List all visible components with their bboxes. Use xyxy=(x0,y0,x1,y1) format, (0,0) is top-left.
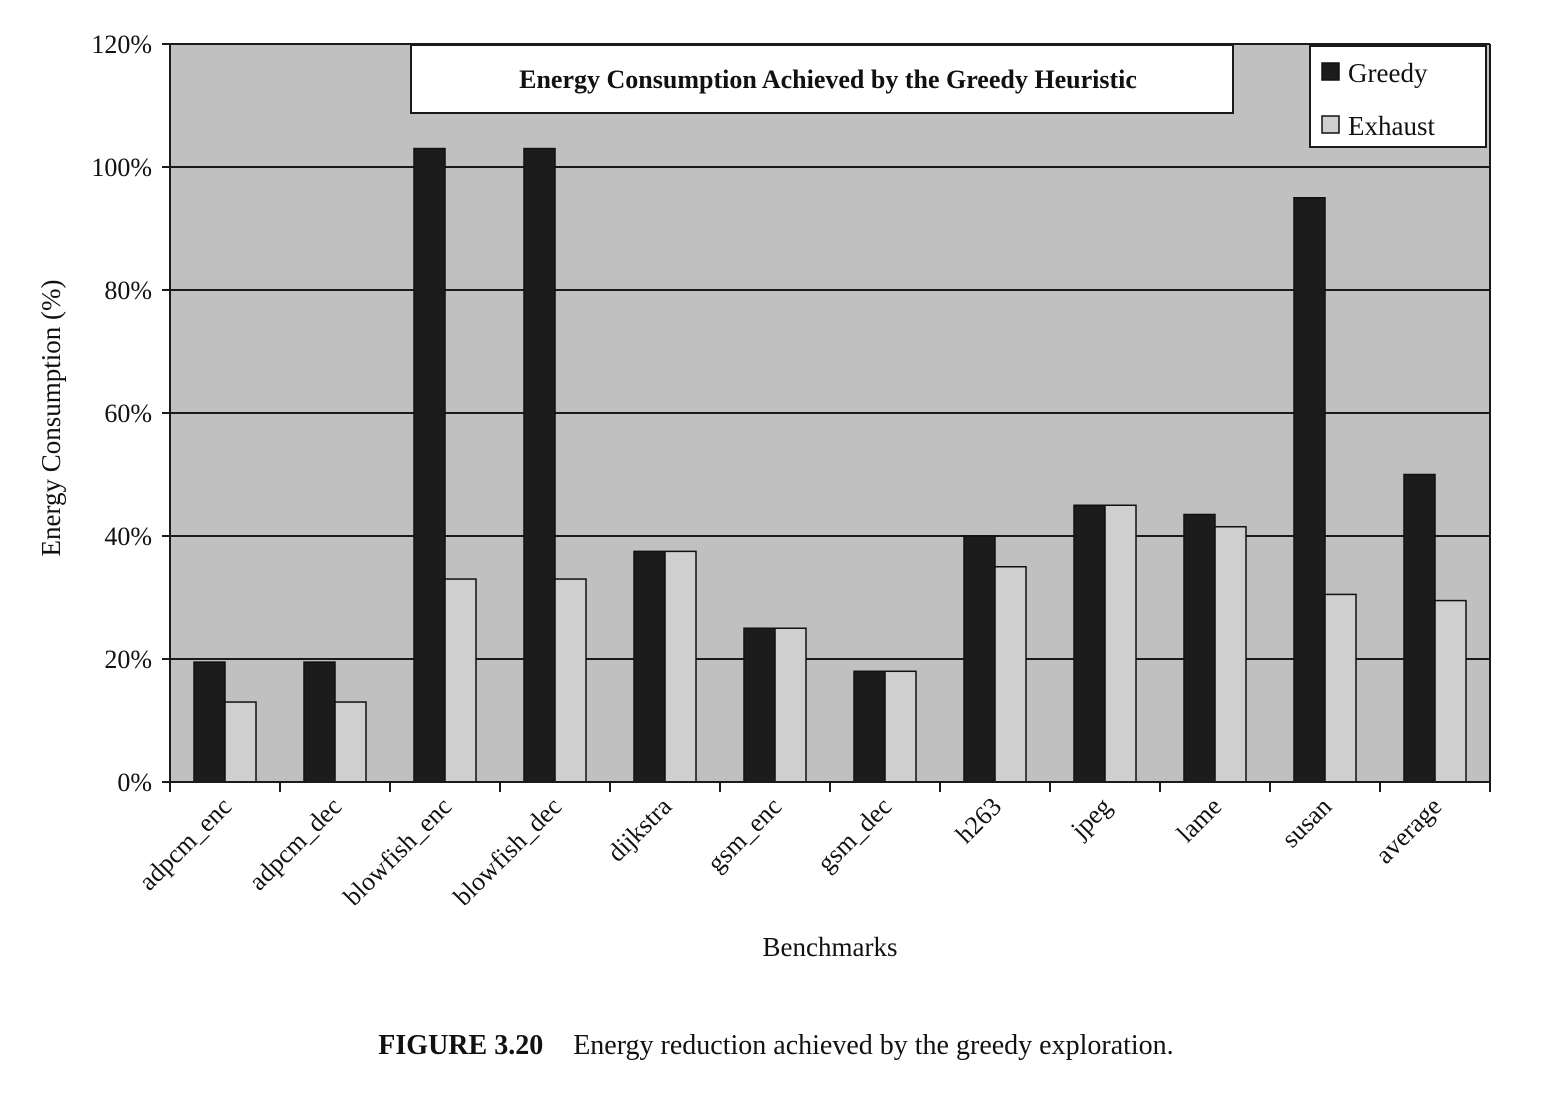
y-tick-label: 20% xyxy=(104,645,152,674)
bar-greedy-blowfish-dec xyxy=(523,147,556,783)
legend-label-greedy: Greedy xyxy=(1348,58,1428,88)
legend-label-exhaust: Exhaust xyxy=(1348,111,1435,141)
bar-exhaust-lame xyxy=(1214,526,1247,783)
y-tick-label: 80% xyxy=(104,276,152,305)
axes xyxy=(162,43,1491,792)
bar-greedy-lame xyxy=(1183,513,1216,783)
chart-title-frame xyxy=(410,44,1234,114)
x-tick-label: gsm_dec xyxy=(811,792,897,878)
chart-title: Energy Consumption Achieved by the Greed… xyxy=(519,65,1137,94)
x-tick-label: gsm_enc xyxy=(701,792,787,878)
bar-exhaust-susan xyxy=(1324,593,1357,783)
y-tick-label: 0% xyxy=(117,768,152,797)
bar-greedy-jpeg xyxy=(1073,504,1106,783)
y-tick-labels: 0% 20% 40% 60% 80% 100% 120% xyxy=(91,30,152,797)
bar-chart: 0% 20% 40% 60% 80% 100% 120% adpcm_enc adpcm_de… xyxy=(36,30,1491,962)
figure-caption: FIGURE 3.20 Energy reduction achieved by … xyxy=(0,1030,1552,1062)
x-tick-labels: adpcm_enc adpcm_decblowfish_encblowfish_d… xyxy=(133,791,1447,911)
x-tick-label: adpcm_dec xyxy=(243,792,347,896)
bar-greedy-susan xyxy=(1293,197,1326,783)
bar-greedy-gsm-enc xyxy=(743,627,776,783)
x-tick-label: susan xyxy=(1276,792,1337,853)
x-axis-title: Benchmarks xyxy=(763,932,898,962)
chart-title-box: Energy Consumption Achieved by the Greed… xyxy=(410,44,1234,114)
bar-exhaust-gsm-enc xyxy=(774,627,807,783)
figure-number: FIGURE 3.20 xyxy=(378,1030,544,1061)
bar-greedy-blowfish-enc xyxy=(413,147,446,783)
x-tick-label: jpeg xyxy=(1064,792,1117,845)
x-tick-label: h263 xyxy=(950,792,1007,849)
bar-greedy-adpcm-dec xyxy=(303,661,336,783)
y-tick-label: 60% xyxy=(104,399,152,428)
bars xyxy=(193,147,1467,783)
bar-exhaust-jpeg xyxy=(1104,504,1137,783)
x-tick-label: average xyxy=(1370,792,1448,870)
caption-text: Energy reduction achieved by the greedy … xyxy=(573,1030,1174,1061)
bar-exhaust-h263 xyxy=(994,566,1027,783)
bar-greedy-average xyxy=(1403,473,1436,783)
bar-greedy-dijkstra xyxy=(633,550,666,783)
bar-greedy-adpcm-enc xyxy=(193,661,226,783)
x-tick-label: blowfish_enc xyxy=(338,792,458,912)
bar-exhaust-average xyxy=(1434,599,1467,783)
y-tick-label: 40% xyxy=(104,522,152,551)
bar-exhaust-blowfish-dec xyxy=(554,578,587,783)
x-tick-label: blowfish_dec xyxy=(448,792,568,912)
bar-exhaust-blowfish-enc xyxy=(444,578,477,783)
y-tick-label: 100% xyxy=(91,153,152,182)
bar-greedy-h263 xyxy=(963,535,996,783)
legend-swatch-greedy xyxy=(1321,62,1340,81)
x-tick-label: dijkstra xyxy=(602,791,678,867)
legend-swatch-exhaust xyxy=(1321,115,1340,134)
bar-exhaust-adpcm-enc xyxy=(224,701,257,783)
bar-greedy-gsm-dec xyxy=(853,670,886,783)
legend: Greedy Exhaust xyxy=(1309,45,1487,148)
x-tick-label: lame xyxy=(1171,792,1227,848)
y-tick-label: 120% xyxy=(91,30,152,59)
x-tick-label: adpcm_enc xyxy=(133,792,237,896)
bar-exhaust-adpcm-dec xyxy=(334,701,367,783)
y-axis-title: Energy Consumption (%) xyxy=(36,280,66,557)
bar-exhaust-dijkstra xyxy=(664,550,697,783)
bar-exhaust-gsm-dec xyxy=(884,670,917,783)
